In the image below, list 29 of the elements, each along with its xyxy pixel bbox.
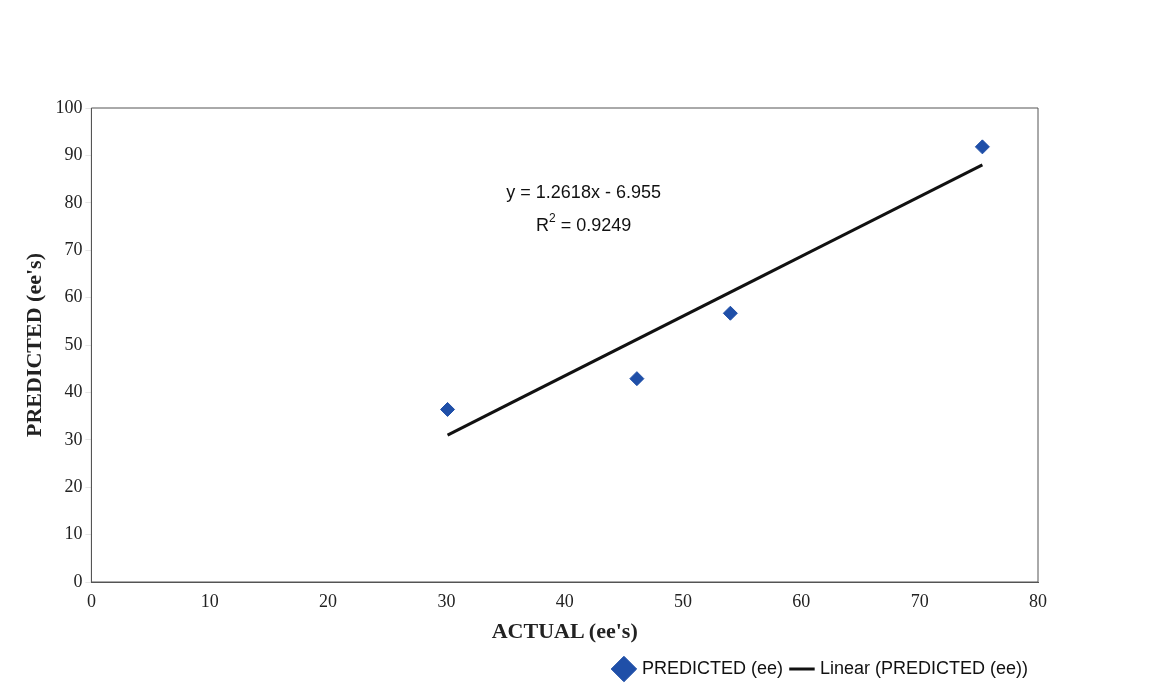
- y-tick-label: 0: [73, 570, 83, 591]
- y-tick-label: 20: [64, 475, 83, 496]
- x-tick-label: 10: [200, 590, 219, 611]
- y-tick-label: 90: [64, 144, 83, 165]
- annotation: y = 1.2618x - 6.955: [506, 182, 661, 203]
- y-tick-label: 30: [64, 428, 83, 449]
- point: [974, 139, 990, 155]
- point: [440, 401, 456, 417]
- x-tick-label: 50: [674, 590, 693, 611]
- point: [722, 305, 738, 321]
- x-tick-label: 40: [555, 590, 574, 611]
- point: [629, 371, 645, 387]
- y-axis-title: PREDICTED (ee's): [20, 253, 46, 437]
- x-tick-label: 30: [437, 590, 456, 611]
- x-tick-label: 0: [86, 590, 96, 611]
- y-tick-label: 70: [64, 238, 83, 259]
- legend-label: PREDICTED (ee): [641, 657, 783, 678]
- legend-label: Linear (PREDICTED (ee)): [819, 657, 1028, 678]
- y-tick-label: 100: [55, 96, 83, 117]
- x-axis-title: ACTUAL (ee's): [491, 618, 638, 644]
- y-tick-label: 80: [64, 191, 83, 212]
- y-tick-label: 40: [64, 381, 83, 402]
- x-tick-label: 60: [792, 590, 811, 611]
- x-tick-label: 80: [1029, 590, 1047, 611]
- x-tick-label: 70: [910, 590, 929, 611]
- y-tick-label: 60: [64, 286, 83, 307]
- y-tick-label: 10: [64, 523, 83, 544]
- x-tick-label: 20: [319, 590, 338, 611]
- y-tick-label: 50: [64, 333, 83, 354]
